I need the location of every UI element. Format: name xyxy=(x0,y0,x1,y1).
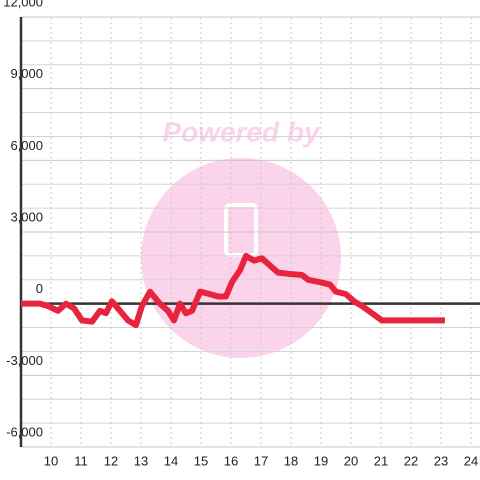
x-tick-label: 11 xyxy=(74,453,88,468)
x-tick-label: 12 xyxy=(104,453,118,468)
x-tick-label: 24 xyxy=(464,453,478,468)
y-tick-label: 0 xyxy=(36,281,43,296)
x-tick-label: 22 xyxy=(404,453,418,468)
x-tick-label: 18 xyxy=(284,453,298,468)
y-tick-label: -6,000 xyxy=(6,424,43,439)
y-tick-label: 9,000 xyxy=(10,66,43,81)
x-tick-label: 20 xyxy=(344,453,358,468)
x-tick-label: 16 xyxy=(224,453,238,468)
x-tick-label: 17 xyxy=(254,453,268,468)
line xyxy=(21,252,445,329)
y-tick-label: 6,000 xyxy=(10,138,43,153)
y-tick-label: 3,000 xyxy=(10,209,43,224)
y-tick-label: 12,000 xyxy=(3,0,43,9)
watermark-icon xyxy=(224,203,258,257)
x-tick-label: 15 xyxy=(194,453,208,468)
watermark: Powered by xyxy=(162,116,321,147)
x-tick-label: 19 xyxy=(314,453,328,468)
x-tick-label: 14 xyxy=(164,453,178,468)
x-tick-label: 13 xyxy=(134,453,148,468)
x-tick-label: 21 xyxy=(374,453,388,468)
y-tick-label: -3,000 xyxy=(6,353,43,368)
x-tick-label: 10 xyxy=(44,453,58,468)
x-tick-label: 23 xyxy=(434,453,448,468)
